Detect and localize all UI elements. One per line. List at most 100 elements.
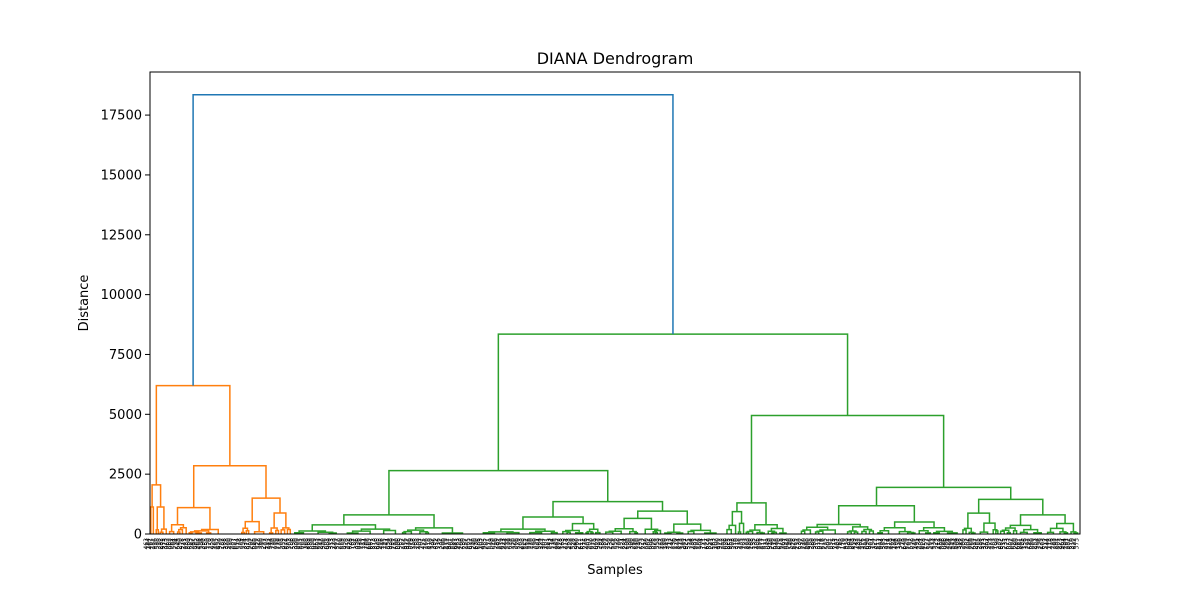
leaf-label: 229 [655, 538, 662, 550]
leaf-label: 218 [156, 538, 163, 550]
leaf-label: 110 [840, 538, 847, 550]
dendrogram-link [623, 517, 653, 530]
leaf-label: 841 [1017, 538, 1024, 550]
leaf-label: 310 [1069, 538, 1076, 550]
leaf-label: 944 [267, 538, 274, 550]
leaf-label: 771 [700, 538, 707, 550]
dendrogram-link [1070, 531, 1077, 534]
dendrogram-link [605, 531, 614, 534]
leaf-label: 871 [244, 538, 251, 550]
leaf-label: 741 [382, 538, 389, 550]
leaf-label: 645 [175, 538, 182, 550]
leaf-label: 784 [599, 538, 606, 550]
leaf-label: 144 [145, 538, 152, 550]
leaf-label: 948 [773, 538, 780, 550]
dendrogram-link [497, 333, 849, 471]
leaf-label: 107 [905, 538, 912, 550]
leaf-label: 197 [1025, 538, 1032, 550]
leaf-label: 250 [177, 538, 184, 550]
leaf-label: 111 [359, 538, 366, 550]
leaf-label: 859 [338, 538, 345, 550]
leaf-label: 930 [319, 538, 326, 550]
leaf-label: 461 [147, 538, 154, 550]
leaf-label: 428 [567, 538, 574, 550]
leaf-label: 110 [634, 538, 641, 550]
leaf-label: 342 [958, 538, 965, 550]
leaf-label: 806 [939, 538, 946, 550]
leaf-label: 500 [225, 538, 232, 550]
leaf-label: 417 [876, 538, 883, 550]
leaf-label: 372 [1023, 538, 1030, 550]
leaf-label: 313 [981, 538, 988, 550]
leaf-label: 222 [603, 538, 610, 550]
leaf-label: 390 [628, 538, 635, 550]
y-axis-label: Distance [77, 275, 92, 332]
dendrogram-link [963, 527, 973, 533]
leaf-labels: 4631444611819165882182829723739628629625… [143, 538, 1080, 550]
leaf-label: 563 [710, 538, 717, 550]
dendrogram-link [590, 531, 594, 534]
leaf-label: 952 [727, 538, 734, 550]
leaf-label: 655 [202, 538, 209, 550]
leaf-label: 353 [653, 538, 660, 550]
leaf-label: 892 [1052, 538, 1059, 550]
leaf-label: 135 [550, 538, 557, 550]
leaf-label: 795 [637, 538, 644, 550]
leaf-label: 891 [496, 538, 503, 550]
leaf-label: 665 [366, 538, 373, 550]
leaf-label: 504 [170, 538, 177, 550]
leaf-label: 955 [975, 538, 982, 550]
leaf-label: 566 [926, 538, 933, 550]
dendrogram-link [1049, 527, 1064, 533]
leaf-label: 287 [219, 538, 226, 550]
leaf-label: 783 [739, 538, 746, 550]
leaf-label: 515 [1000, 538, 1007, 550]
leaf-label: 849 [765, 538, 772, 550]
dendrogram-link [382, 529, 397, 534]
leaf-label: 373 [162, 538, 169, 550]
leaf-label: 538 [504, 538, 511, 550]
dendrogram-link [571, 522, 595, 531]
leaf-label: 540 [788, 538, 795, 550]
leaf-label: 892 [693, 538, 700, 550]
leaf-label: 758 [301, 538, 308, 550]
leaf-label: 572 [235, 538, 242, 550]
leaf-label: 459 [937, 538, 944, 550]
dendrogram-links [150, 93, 1079, 534]
leaf-label: 465 [792, 538, 799, 550]
leaf-label: 879 [408, 538, 415, 550]
leaf-label: 863 [849, 538, 856, 550]
dendrogram-link [935, 530, 954, 533]
leaf-label: 301 [826, 538, 833, 550]
leaf-label: 765 [836, 538, 843, 550]
leaf-label: 313 [328, 538, 335, 550]
leaf-label: 690 [393, 538, 400, 550]
leaf-label: 622 [1071, 538, 1078, 550]
dendrogram-link [529, 531, 543, 534]
leaf-label: 585 [880, 538, 887, 550]
leaf-label: 543 [546, 538, 553, 550]
y-tick-label: 2500 [109, 468, 142, 483]
leaf-label: 928 [387, 538, 394, 550]
leaf-label: 919 [273, 538, 280, 550]
leaf-label: 396 [431, 538, 438, 550]
leaf-label: 717 [641, 538, 648, 550]
leaf-label: 275 [561, 538, 568, 550]
leaf-label: 631 [534, 538, 541, 550]
dendrogram-link [506, 531, 520, 534]
dendrogram-link [179, 527, 187, 534]
leaf-label: 270 [527, 538, 534, 550]
leaf-label: 730 [616, 538, 623, 550]
dendrogram-link [933, 531, 940, 534]
leaf-label: 690 [863, 538, 870, 550]
leaf-label: 791 [1063, 538, 1070, 550]
leaf-label: 407 [834, 538, 841, 550]
leaf-label: 473 [987, 538, 994, 550]
dendrogram-link [979, 531, 989, 534]
dendrogram-link [351, 530, 371, 534]
dendrogram-link [275, 529, 280, 534]
leaf-label: 960 [574, 538, 581, 550]
leaf-label: 880 [1029, 538, 1036, 550]
leaf-label: 351 [861, 538, 868, 550]
leaf-label: 337 [437, 538, 444, 550]
